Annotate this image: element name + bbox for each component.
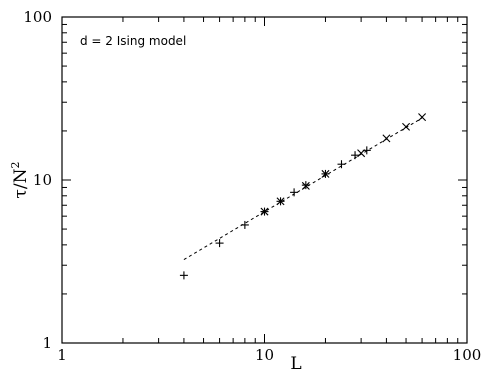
- x-axis-label: L: [290, 354, 301, 370]
- plus-marker: [179, 271, 188, 280]
- axis-ticks: [61, 16, 468, 344]
- cross-marker: [357, 149, 366, 158]
- cross-marker: [276, 197, 285, 206]
- plot-frame: [61, 16, 468, 344]
- cross-marker: [402, 122, 411, 131]
- y-tick-label: 1: [42, 334, 52, 352]
- y-tick-label: 100: [23, 8, 52, 26]
- y-axis-label-superscript: 2: [9, 161, 22, 168]
- tick-labels: 1 10 100 1 10 100: [23, 8, 481, 364]
- plus-marker: [215, 239, 224, 248]
- cross-marker: [382, 134, 391, 143]
- y-axis-label: τ/N2: [9, 161, 31, 198]
- plus-marker: [351, 151, 360, 160]
- plus-marker: [240, 220, 249, 229]
- x-tick-label: 100: [453, 346, 482, 364]
- plus-marker: [337, 160, 346, 169]
- cross-marker: [260, 207, 269, 216]
- data-markers: [179, 113, 427, 280]
- y-axis-label-main: τ/N: [11, 168, 31, 198]
- x-tick-label: 1: [57, 346, 67, 364]
- annotation-label: d = 2 Ising model: [80, 34, 186, 48]
- x-tick-label: 10: [255, 346, 274, 364]
- cross-marker: [321, 169, 330, 178]
- y-tick-label: 10: [33, 171, 52, 189]
- plus-marker: [290, 188, 299, 197]
- cross-marker: [301, 181, 310, 190]
- cross-marker: [418, 113, 427, 122]
